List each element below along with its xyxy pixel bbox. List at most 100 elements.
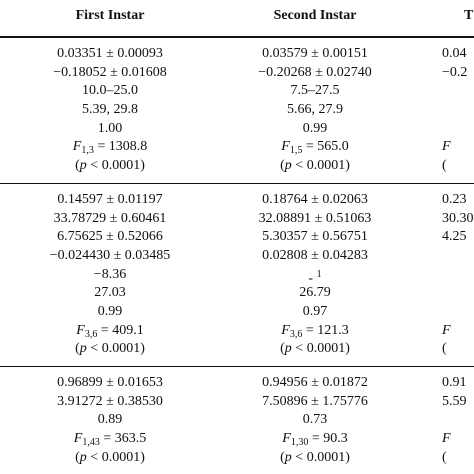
- cell: 0.97: [302, 303, 328, 319]
- cell: 0.18764 ± 0.02063: [262, 191, 368, 207]
- cell: F1,30 = 90.3: [220, 430, 410, 453]
- table-row: (p < 0.0001) (p < 0.0001)(: [0, 340, 474, 359]
- cell: 0.91: [442, 375, 467, 390]
- cell-text-sub: 3,6: [84, 328, 98, 340]
- cell-text-text: (: [280, 341, 285, 357]
- cell: F1,3 = 1308.8: [0, 138, 220, 161]
- cell-text-italic: p: [79, 449, 87, 465]
- table-row: 1.00 0.99: [0, 120, 474, 139]
- cell: F: [442, 138, 451, 157]
- cell: (p < 0.0001): [0, 157, 220, 176]
- cell: −0.20268 ± 0.02740: [258, 64, 372, 80]
- cell: −0.024430 ± 0.03485: [49, 247, 171, 263]
- table-row: 0.96899 ± 0.01653 0.94956 ± 0.01872 0.91: [0, 374, 474, 393]
- cell: F3,6 = 121.3: [220, 322, 410, 345]
- cell: 0.99: [97, 303, 123, 319]
- cell: (p < 0.0001): [220, 157, 410, 176]
- table-row: 0.14597 ± 0.01197 0.18764 ± 0.02063 0.23: [0, 191, 474, 210]
- cell-text-sup: 1: [316, 268, 322, 280]
- cell-text-text: (: [280, 158, 285, 174]
- cell: 7.50896 ± 1.75776: [262, 393, 368, 409]
- cell-text-italic: p: [79, 158, 87, 174]
- cell-text-text: (: [75, 158, 80, 174]
- cell: 0.14597 ± 0.01197: [57, 191, 163, 207]
- cell: −0.2: [442, 64, 468, 80]
- table-section: 0.03351 ± 0.00093 0.03579 ± 0.00151 0.04 −0…: [0, 38, 474, 184]
- cell: 0.23: [442, 191, 467, 207]
- column-header: First Instar: [75, 8, 145, 23]
- cell-text-text: < 0.0001): [86, 158, 145, 174]
- cell-text-sub: 3,6: [289, 328, 303, 340]
- cell: 32.08891 ± 0.51063: [258, 210, 372, 226]
- cell-text-text: = 121.3: [302, 322, 349, 338]
- cell: 5.66, 27.9: [287, 102, 343, 118]
- cell-text-sub: 1,30: [290, 437, 309, 449]
- cell: (p < 0.0001): [220, 340, 410, 359]
- cell: (: [442, 341, 447, 357]
- table-row: 0.99 0.97: [0, 303, 474, 322]
- table-row: −0.18052 ± 0.01608 −0.20268 ± 0.02740 −0.2: [0, 64, 474, 83]
- table-row: F1,43 = 363.5 F1,30 = 90.3 F: [0, 430, 474, 449]
- cell-text-italic: p: [284, 158, 292, 174]
- table-row: 33.78729 ± 0.60461 32.08891 ± 0.51063 30.3…: [0, 210, 474, 229]
- cell: (p < 0.0001): [220, 449, 410, 468]
- cell: - 1: [220, 266, 410, 289]
- cell-text-text: = 565.0: [302, 139, 349, 155]
- table-row: F1,3 = 1308.8 F1,5 = 565.0 F: [0, 138, 474, 157]
- cell-text-italic: p: [284, 449, 292, 465]
- column-header: Second Instar: [273, 8, 357, 23]
- cell-text-text: < 0.0001): [86, 449, 145, 465]
- cell: 7.5–27.5: [290, 83, 340, 99]
- cell: 5.39, 29.8: [82, 102, 138, 118]
- cell-text-text: < 0.0001): [291, 449, 350, 465]
- cell-text-italic: F: [442, 431, 451, 447]
- table-row: 10.0–25.0 7.5–27.5: [0, 82, 474, 101]
- table-row: 5.39, 29.8 5.66, 27.9: [0, 101, 474, 120]
- table-row: (p < 0.0001) (p < 0.0001)(: [0, 449, 474, 468]
- cell: 5.59: [442, 393, 467, 409]
- table-section: 0.14597 ± 0.01197 0.18764 ± 0.02063 0.23 33…: [0, 184, 474, 367]
- cell-text-text: (: [75, 449, 80, 465]
- cell-text-text: < 0.0001): [291, 341, 350, 357]
- table-section: 0.96899 ± 0.01653 0.94956 ± 0.01872 0.91 3.…: [0, 367, 474, 474]
- cell-text-italic: p: [79, 341, 87, 357]
- cell-text-italic: F: [72, 139, 82, 155]
- cell: 0.04: [442, 46, 467, 61]
- cell: 0.94956 ± 0.01872: [262, 375, 368, 390]
- cell: 6.75625 ± 0.52066: [57, 229, 163, 245]
- cell: 1.00: [97, 120, 123, 136]
- cell: 5.30357 ± 0.56751: [262, 229, 368, 245]
- cell: (p < 0.0001): [0, 449, 220, 468]
- cell: 0.73: [302, 412, 328, 428]
- cell-text-italic: F: [442, 139, 451, 155]
- cell-text-text: (: [280, 449, 285, 465]
- cell-text-sub: 1,3: [81, 145, 94, 157]
- cell-text-sub: 1,43: [82, 437, 100, 449]
- cell: −8.36: [93, 266, 127, 282]
- cell: F3,6 = 409.1: [0, 322, 220, 345]
- cell: F1,43 = 363.5: [0, 430, 220, 453]
- header-row: First Instar Second Instar T: [0, 0, 474, 38]
- cell-text-italic: F: [73, 431, 83, 447]
- table-row: 0.89 0.73: [0, 411, 474, 430]
- cell: 26.79: [299, 285, 331, 301]
- cell: 0.02808 ± 0.04283: [262, 247, 368, 263]
- table-row: 3.91272 ± 0.38530 7.50896 ± 1.75776 5.59: [0, 393, 474, 412]
- table-row: 27.03 26.79: [0, 284, 474, 303]
- cell: 0.89: [97, 412, 123, 428]
- table-row: F3,6 = 409.1 F3,6 = 121.3 F: [0, 322, 474, 341]
- cell: −0.18052 ± 0.01608: [53, 64, 167, 80]
- cell-text-italic: F: [282, 431, 291, 447]
- cell: 33.78729 ± 0.60461: [53, 210, 167, 226]
- cell-text-sub: 1,5: [289, 145, 303, 157]
- cell: 0.96899 ± 0.01653: [57, 375, 163, 390]
- cell: F1,5 = 565.0: [220, 138, 410, 161]
- cell-text-italic: p: [284, 341, 292, 357]
- cell-text-text: < 0.0001): [86, 341, 145, 357]
- cell-text-text: < 0.0001): [291, 158, 350, 174]
- cell-text-italic: F: [442, 322, 451, 338]
- table-row: (p < 0.0001) (p < 0.0001)(: [0, 157, 474, 176]
- cell: 10.0–25.0: [82, 83, 138, 99]
- table-row: 0.03351 ± 0.00093 0.03579 ± 0.00151 0.04: [0, 45, 474, 64]
